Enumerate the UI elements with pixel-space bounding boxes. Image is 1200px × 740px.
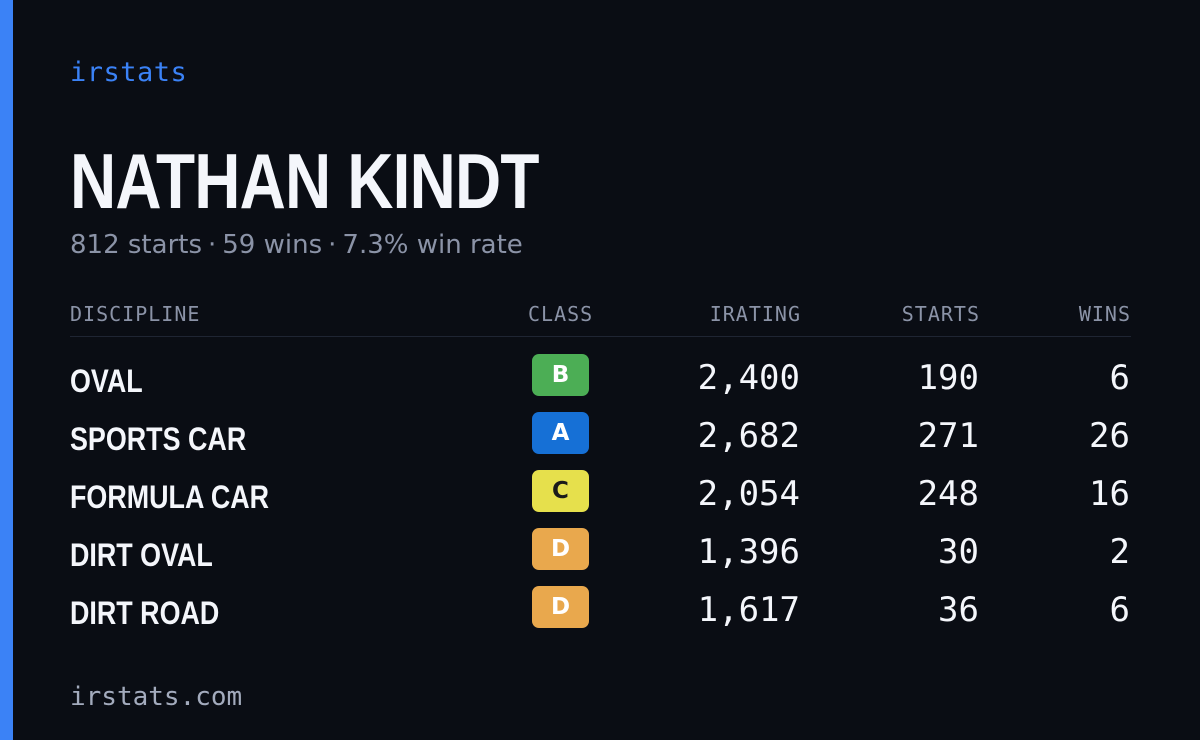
irating-value: 2,682 (697, 416, 800, 456)
starts-value: 30 (938, 532, 979, 572)
brand-logo-text: irstats (70, 57, 188, 88)
table-header: DISCIPLINE CLASS IRATING STARTS WINS (70, 296, 1131, 337)
class-badge: B (532, 354, 589, 396)
summary-wins: 59 wins (222, 230, 323, 260)
table-row: DIRT OVAL D 1,396 30 2 (70, 511, 1131, 573)
irating-value: 2,400 (697, 358, 800, 398)
discipline-name: DIRT ROAD (70, 595, 220, 631)
irating-value: 1,396 (697, 532, 800, 572)
table-row: OVAL B 2,400 190 6 (70, 337, 1131, 399)
table-row: FORMULA CAR C 2,054 248 16 (70, 453, 1131, 515)
summary-starts: 812 starts (70, 230, 202, 260)
discipline-stats-table: DISCIPLINE CLASS IRATING STARTS WINS OVA… (70, 296, 1131, 631)
irating-value: 1,617 (697, 590, 800, 630)
wins-value: 6 (1109, 590, 1130, 630)
header-discipline: DISCIPLINE (70, 302, 201, 326)
footer-url: irstats.com (70, 682, 243, 712)
header-class: CLASS (528, 302, 594, 326)
header-wins: WINS (1078, 302, 1131, 326)
starts-value: 271 (917, 416, 979, 456)
table-row: SPORTS CAR A 2,682 271 26 (70, 395, 1131, 457)
header-irating: IRATING (709, 302, 801, 326)
wins-value: 26 (1089, 416, 1130, 456)
irating-value: 2,054 (697, 474, 800, 514)
discipline-name: OVAL (70, 363, 143, 399)
driver-name: NATHAN KINDT (70, 137, 539, 225)
class-badge: D (532, 528, 589, 570)
starts-value: 36 (938, 590, 979, 630)
discipline-name: SPORTS CAR (70, 421, 247, 457)
wins-value: 2 (1109, 532, 1130, 572)
summary-separator: · (328, 230, 337, 260)
summary-win-rate: 7.3% win rate (342, 230, 523, 260)
starts-value: 190 (917, 358, 979, 398)
table-row: DIRT ROAD D 1,617 36 6 (70, 569, 1131, 631)
wins-value: 6 (1109, 358, 1130, 398)
discipline-name: DIRT OVAL (70, 537, 213, 573)
class-badge: D (532, 586, 589, 628)
driver-summary: 812 starts · 59 wins · 7.3% win rate (70, 227, 523, 263)
wins-value: 16 (1089, 474, 1130, 514)
class-badge: A (532, 412, 589, 454)
header-starts: STARTS (901, 302, 980, 326)
starts-value: 248 (917, 474, 979, 514)
discipline-name: FORMULA CAR (70, 479, 270, 515)
accent-bar (0, 0, 13, 740)
summary-separator: · (208, 230, 217, 260)
class-badge: C (532, 470, 589, 512)
